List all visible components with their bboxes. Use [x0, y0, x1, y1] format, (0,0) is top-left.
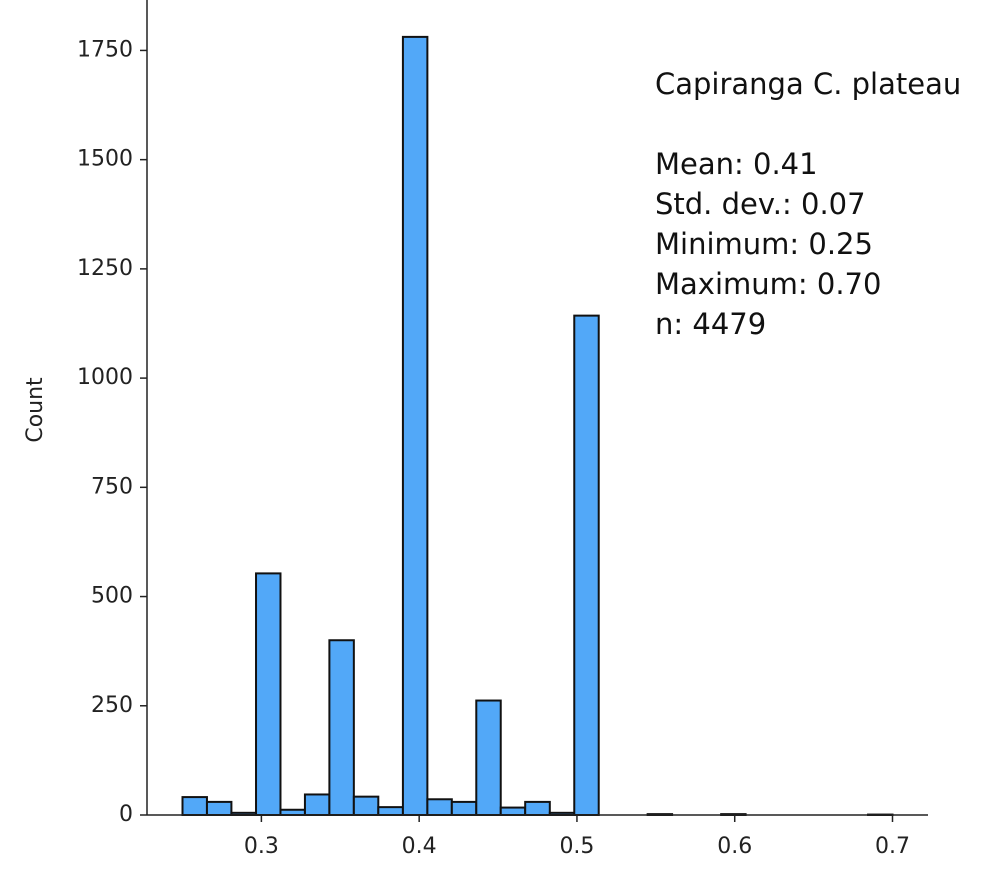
- y-tick-label: 500: [91, 584, 133, 609]
- bar: [450, 800, 478, 817]
- annotation: Maximum: 0.70: [655, 267, 881, 301]
- y-tick-label: 1250: [77, 256, 133, 281]
- bar: [181, 796, 208, 816]
- annotation: n: 4479: [655, 307, 766, 341]
- x-tick-label: 0.3: [244, 834, 279, 859]
- annotation: Std. dev.: 0.07: [655, 187, 866, 221]
- bar: [377, 806, 404, 816]
- bar: [426, 798, 453, 817]
- annotation: Minimum: 0.25: [655, 227, 873, 261]
- x-tick-label: 0.5: [559, 834, 594, 859]
- bar: [255, 572, 282, 817]
- x-tick-label: 0.7: [875, 834, 910, 859]
- y-tick-label: 250: [91, 693, 133, 718]
- annotation: Mean: 0.41: [655, 147, 818, 181]
- bar: [205, 800, 233, 817]
- y-tick-label: 750: [91, 474, 133, 499]
- y-tick-label: 1500: [77, 147, 133, 172]
- y-axis-label: Count: [23, 377, 48, 443]
- bar: [524, 800, 551, 817]
- x-tick-label: 0.6: [717, 834, 752, 859]
- bar: [401, 35, 429, 816]
- bar: [573, 314, 600, 816]
- annotation: Capiranga C. plateau: [655, 67, 961, 101]
- bar: [303, 793, 331, 816]
- bar: [328, 639, 355, 817]
- x-tick-label: 0.4: [402, 834, 437, 859]
- bar: [499, 806, 527, 817]
- y-tick-label: 1000: [77, 365, 133, 390]
- bar: [352, 795, 380, 817]
- bar: [279, 808, 306, 816]
- y-tick-label: 1750: [77, 37, 133, 62]
- y-tick-label: 0: [119, 802, 133, 827]
- bar: [475, 699, 502, 816]
